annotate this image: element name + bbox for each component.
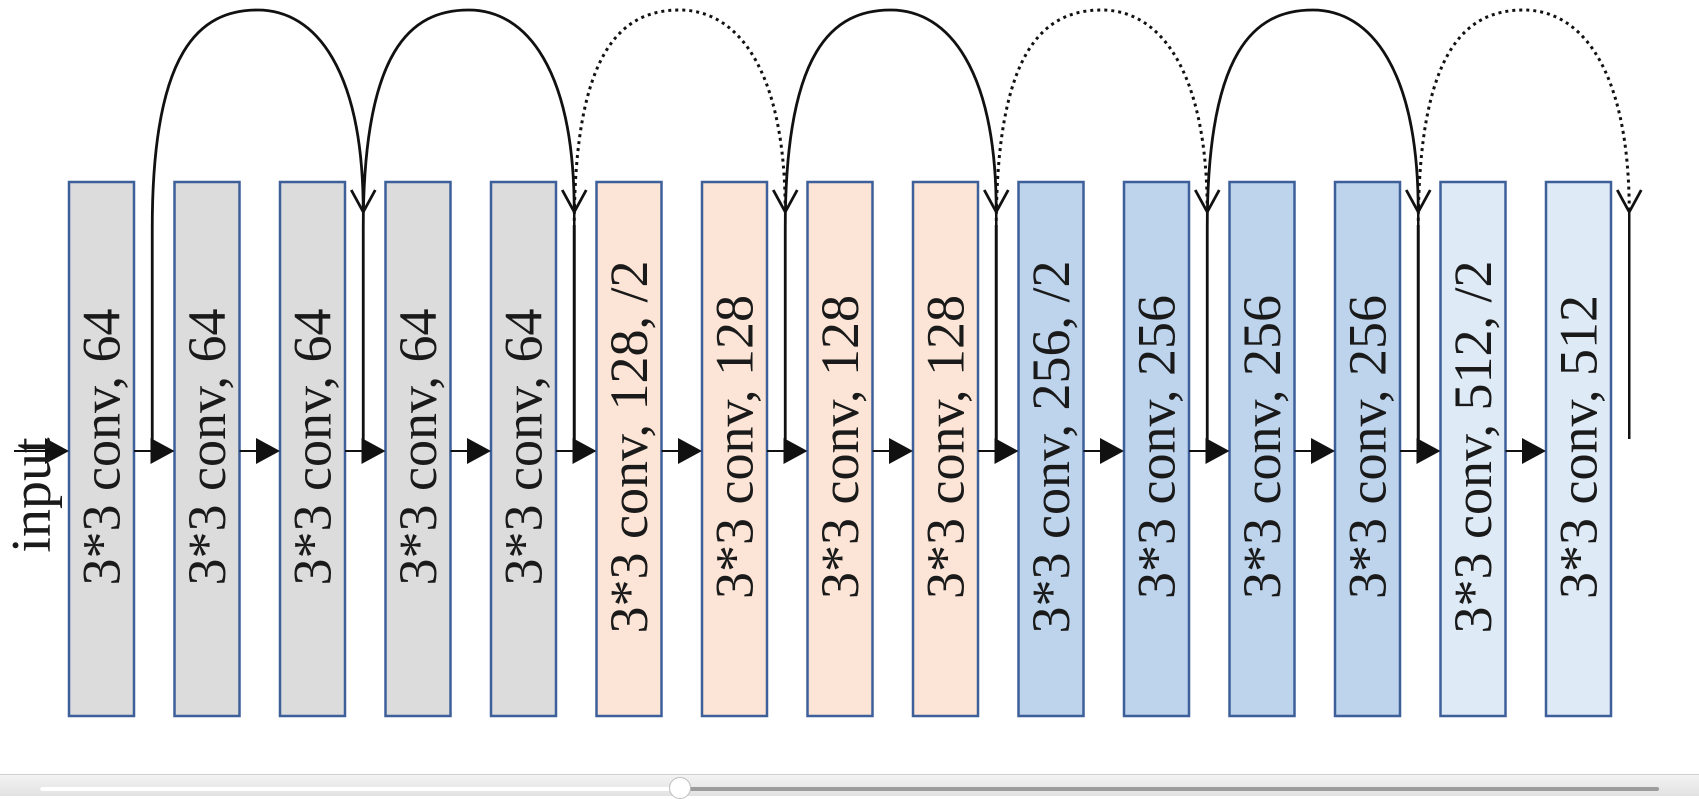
- conv-block-label: 3*3 conv, 64: [72, 309, 132, 586]
- conv-block-rect: [595, 180, 663, 718]
- conv-block-rect: [1017, 180, 1085, 718]
- forward-arrows: [14, 438, 1546, 464]
- conv-block: 3*3 conv, 512, /2: [1439, 180, 1507, 718]
- conv-block: 3*3 conv, 128: [700, 180, 769, 718]
- forward-arrow-head: [467, 438, 491, 464]
- conv-block: 3*3 conv, 128, /2: [595, 180, 663, 718]
- conv-block-rect: [1122, 180, 1191, 718]
- conv-blocks: 3*3 conv, 64 3*3 conv, 64 3*3 conv, 64 3*3 …: [67, 180, 1613, 718]
- conv-block-label: 3*3 conv, 128: [705, 295, 765, 599]
- conv-block-rect: [1439, 180, 1507, 718]
- conv-block-label: 3*3 conv, 128, /2: [599, 261, 659, 634]
- conv-block-label: 3*3 conv, 64: [388, 309, 448, 586]
- conv-block: 3*3 conv, 512: [1544, 180, 1613, 718]
- conv-block-label: 3*3 conv, 256: [1232, 295, 1292, 599]
- conv-block-label: 3*3 conv, 64: [177, 309, 237, 586]
- conv-block: 3*3 conv, 128: [911, 180, 980, 718]
- conv-block-label: 3*3 conv, 256, /2: [1021, 261, 1081, 634]
- forward-arrow-head: [572, 438, 597, 464]
- skip-connections: [150, 8, 1643, 451]
- conv-block-label: 3*3 conv, 512: [1549, 295, 1609, 599]
- conv-block-label: 3*3 conv, 256: [1338, 295, 1398, 599]
- input-arrow-head: [45, 438, 69, 464]
- conv-block-rect: [806, 180, 874, 718]
- forward-arrow-head: [1100, 438, 1124, 464]
- progress-track[interactable]: [40, 787, 1659, 791]
- conv-block-rect: [67, 180, 136, 718]
- conv-block-label: 3*3 conv, 512, /2: [1443, 261, 1503, 634]
- conv-block: 3*3 conv, 64: [173, 180, 241, 718]
- conv-block-rect: [489, 180, 558, 718]
- conv-block-rect: [384, 180, 452, 718]
- conv-block: 3*3 conv, 256, /2: [1017, 180, 1085, 718]
- forward-arrow-head: [1205, 438, 1230, 464]
- conv-block-rect: [278, 180, 347, 718]
- forward-arrow-head: [994, 438, 1019, 464]
- conv-block: 3*3 conv, 256: [1122, 180, 1191, 718]
- conv-block-label: 3*3 conv, 128: [810, 295, 870, 599]
- conv-block-rect: [1333, 180, 1402, 718]
- conv-block-label: 3*3 conv, 128: [916, 295, 976, 599]
- skip-arc: [150, 8, 365, 229]
- conv-block: 3*3 conv, 128: [806, 180, 874, 718]
- skip-arc: [572, 8, 787, 229]
- skip-connection: [1416, 8, 1643, 451]
- video-progress-bar[interactable]: [0, 774, 1699, 799]
- skip-arc: [783, 8, 998, 229]
- skip-arc: [1205, 8, 1420, 229]
- conv-block-rect: [700, 180, 769, 718]
- skip-arc: [994, 8, 1209, 229]
- conv-block: 3*3 conv, 256: [1333, 180, 1402, 718]
- conv-block-rect: [173, 180, 241, 718]
- conv-block: 3*3 conv, 256: [1228, 180, 1296, 718]
- forward-arrow-head: [256, 438, 280, 464]
- forward-arrow-head: [150, 438, 175, 464]
- progress-played: [40, 787, 682, 791]
- conv-block-rect: [911, 180, 980, 718]
- conv-block: 3*3 conv, 64: [278, 180, 347, 718]
- conv-block-label: 3*3 conv, 256: [1127, 295, 1187, 599]
- input-label: input: [1, 437, 63, 553]
- conv-block-label: 3*3 conv, 64: [283, 309, 343, 586]
- conv-block-rect: [1544, 180, 1613, 718]
- forward-arrow-head: [1311, 438, 1335, 464]
- skip-arc: [361, 8, 576, 229]
- forward-arrow-head: [361, 438, 386, 464]
- forward-arrow-head: [1416, 438, 1441, 464]
- conv-block-label: 3*3 conv, 64: [494, 309, 554, 586]
- forward-arrow-head: [678, 438, 702, 464]
- forward-arrow-head: [783, 438, 808, 464]
- conv-block: 3*3 conv, 64: [384, 180, 452, 718]
- forward-arrow-head: [889, 438, 913, 464]
- forward-arrow-head: [1522, 438, 1546, 464]
- conv-block: 3*3 conv, 64: [67, 180, 136, 718]
- conv-block-rect: [1228, 180, 1296, 718]
- conv-block: 3*3 conv, 64: [489, 180, 558, 718]
- progress-thumb[interactable]: [669, 777, 691, 799]
- skip-arc: [1416, 8, 1631, 229]
